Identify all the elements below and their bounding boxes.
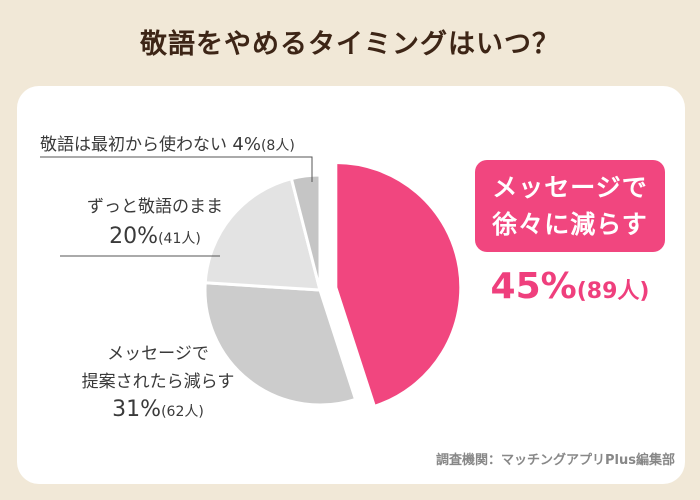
label-keep-count: (41人) — [158, 231, 201, 247]
badge-line1: メッセージで — [492, 173, 648, 202]
label-proposed-percent: 31% — [112, 397, 162, 422]
pie-slice-3 — [289, 173, 322, 291]
leader-line-never — [40, 156, 313, 182]
label-proposed-count: (62人) — [161, 404, 204, 420]
label-keep-percent: 20% — [109, 224, 159, 249]
pie-slice-2 — [203, 176, 322, 292]
label-proposed-line1: メッセージで — [107, 344, 209, 364]
label-never-percent: 4% — [232, 134, 261, 155]
label-never-text: 敬語は最初から使わない — [40, 135, 227, 155]
highlight-value: 45%(89人) — [475, 266, 665, 307]
source-credit: 調査機関：マッチングアプリPlus編集部 — [436, 453, 675, 468]
pie-slice-1 — [203, 281, 358, 407]
highlight-count: (89人) — [576, 279, 650, 304]
label-keep: ずっと敬語のまま 20%(41人) — [60, 192, 250, 254]
label-never: 敬語は最初から使わない 4%(8人) — [40, 130, 295, 155]
highlight-percent: 45% — [490, 266, 577, 307]
chart-title: 敬語をやめるタイミングはいつ？ — [140, 29, 560, 60]
label-proposed-line2: 提案されたら減らす — [81, 372, 235, 392]
label-never-count: (8人) — [260, 138, 295, 154]
highlight-badge: メッセージで 徐々に減らす — [475, 160, 665, 252]
label-proposed: メッセージで 提案されたら減らす 31%(62人) — [58, 340, 258, 426]
pie-slice-0 — [334, 160, 463, 409]
label-keep-text: ずっと敬語のまま — [87, 197, 223, 217]
badge-line2: 徐々に減らす — [492, 210, 648, 239]
